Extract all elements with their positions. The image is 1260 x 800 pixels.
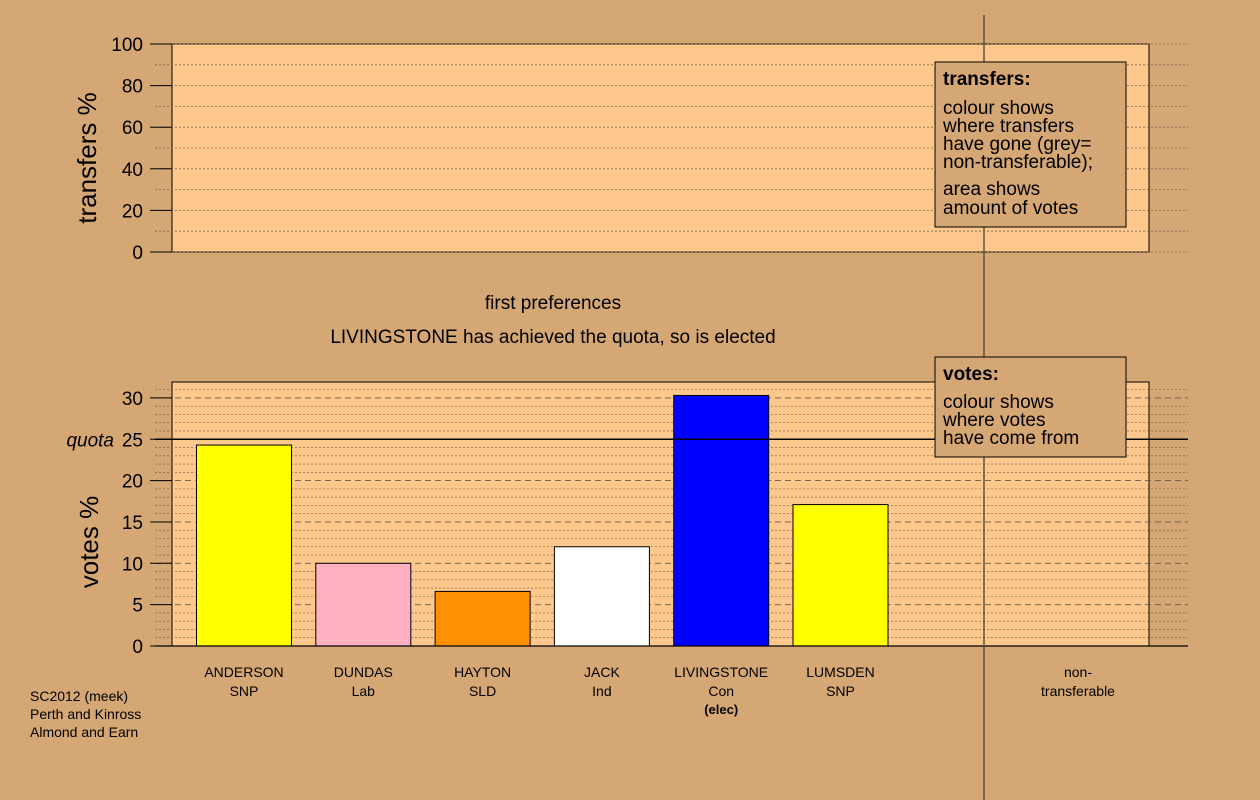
footer-line: SC2012 (meek) <box>30 688 128 704</box>
bar-anderson <box>196 444 292 647</box>
transfers-legend-title: transfers: <box>943 69 1031 90</box>
y-tick-label: 0 <box>132 243 143 264</box>
y-tick-label: 100 <box>111 35 143 56</box>
bar-dundas <box>315 562 412 647</box>
candidate-party: Con <box>708 683 734 699</box>
bar-livingstone <box>673 394 770 647</box>
round-outcome-text: LIVINGSTONE has achieved the quota, so i… <box>330 327 775 348</box>
candidate-name: ANDERSON <box>204 664 283 680</box>
bar-hayton <box>434 590 531 647</box>
votes-y-axis-title: votes % <box>74 496 104 589</box>
votes-legend-box <box>934 356 1127 458</box>
votes-panel: 0 5 10 15 20 25 30 quota votes % ANDERSON SNP DU… <box>66 381 1188 717</box>
y-tick-label: 15 <box>122 513 143 534</box>
candidate-party: SNP <box>230 683 259 699</box>
bar-jack <box>553 546 650 647</box>
nontransferable-label-line2: transferable <box>1041 683 1115 699</box>
footer-info: SC2012 (meek) Perth and Kinross Almond a… <box>30 688 141 740</box>
candidate-labels: ANDERSON SNP DUNDAS Lab HAYTON SLD JACK Ind LIVI… <box>204 664 874 717</box>
y-tick-label: 60 <box>122 118 143 139</box>
bar-lumsden <box>792 504 889 647</box>
transfers-legend-line: have gone (grey= <box>943 134 1091 155</box>
transfers-y-ticks: 0 20 40 60 80 100 <box>111 35 172 264</box>
candidate-party: SNP <box>826 683 855 699</box>
votes-legend: votes: colour shows where votes have com… <box>934 356 1127 458</box>
transfers-legend-line: non-transferable); <box>943 152 1093 173</box>
footer-line: Almond and Earn <box>30 724 138 740</box>
y-tick-label: 5 <box>132 596 143 617</box>
candidate-name: HAYTON <box>454 664 511 680</box>
votes-y-ticks: 0 5 10 15 20 25 30 <box>122 389 172 658</box>
y-tick-label: 20 <box>122 201 143 222</box>
quota-label: quota <box>66 430 114 451</box>
candidate-party: Lab <box>352 683 376 699</box>
footer-line: Perth and Kinross <box>30 706 141 722</box>
elected-marker: (elec) <box>704 702 738 717</box>
votes-legend-title: votes: <box>943 364 999 385</box>
y-tick-label: 40 <box>122 160 143 181</box>
round-title: first preferences <box>485 293 621 314</box>
y-tick-label: 25 <box>122 430 143 451</box>
votes-legend-line: where votes <box>942 410 1045 431</box>
transfers-legend-line: area shows <box>943 179 1040 200</box>
votes-legend-line: have come from <box>943 428 1079 449</box>
candidate-name: LUMSDEN <box>806 664 874 680</box>
y-tick-label: 0 <box>132 637 143 658</box>
transfers-legend: transfers: colour shows where transfers … <box>934 61 1127 228</box>
candidate-party: SLD <box>469 683 496 699</box>
votes-legend-line: colour shows <box>943 392 1054 413</box>
y-tick-label: 20 <box>122 472 143 493</box>
candidate-name: JACK <box>584 664 620 680</box>
nontransferable-label-line1: non- <box>1064 664 1092 680</box>
candidate-party: Ind <box>592 683 611 699</box>
y-tick-label: 80 <box>122 77 143 98</box>
candidate-name: DUNDAS <box>334 664 393 680</box>
y-tick-label: 30 <box>122 389 143 410</box>
transfers-legend-line: where transfers <box>942 116 1074 137</box>
y-tick-label: 10 <box>122 554 143 575</box>
candidate-name: LIVINGSTONE <box>674 664 768 680</box>
transfers-legend-box <box>934 61 1127 228</box>
transfers-legend-line: colour shows <box>943 98 1054 119</box>
transfers-y-axis-title: transfers % <box>72 92 102 224</box>
transfers-legend-line: amount of votes <box>943 198 1078 219</box>
votes-bars <box>196 394 889 647</box>
